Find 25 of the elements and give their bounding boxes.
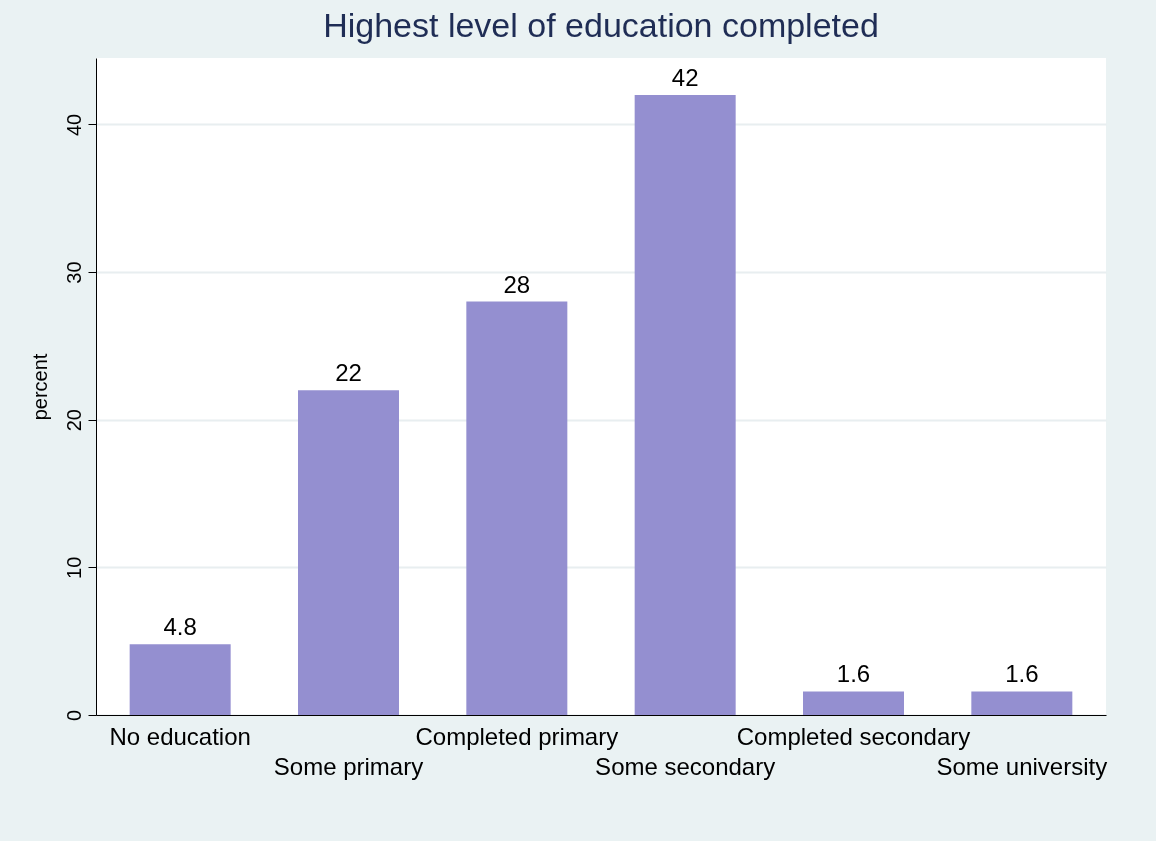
bar [803,691,904,715]
y-tick-label: 30 [62,261,85,284]
data-label: 28 [503,270,531,298]
y-tick-label: 10 [62,556,85,579]
x-tick-label: No education [109,722,251,750]
y-tick-label: 0 [62,709,85,722]
x-tick-label: Completed secondary [736,722,971,750]
bar [298,390,399,715]
bar [971,691,1073,715]
bar [129,644,231,715]
y-tick-label: 40 [62,113,85,137]
bar [634,94,736,715]
x-tick-label: Some primary [273,752,424,780]
y-tick-label: 20 [62,409,85,432]
data-label: 1.6 [1005,660,1039,688]
data-label: 22 [335,359,362,387]
chart-title: Highest level of education completed [323,6,879,44]
bar [466,301,568,715]
x-tick-label: Some university [936,752,1108,780]
data-label: 42 [671,63,699,91]
x-tick-label: Completed primary [415,722,619,750]
data-label: 4.8 [163,613,197,641]
y-axis-title: percent [28,353,51,421]
x-tick-label: Some secondary [595,752,776,780]
data-label: 1.6 [836,660,871,688]
